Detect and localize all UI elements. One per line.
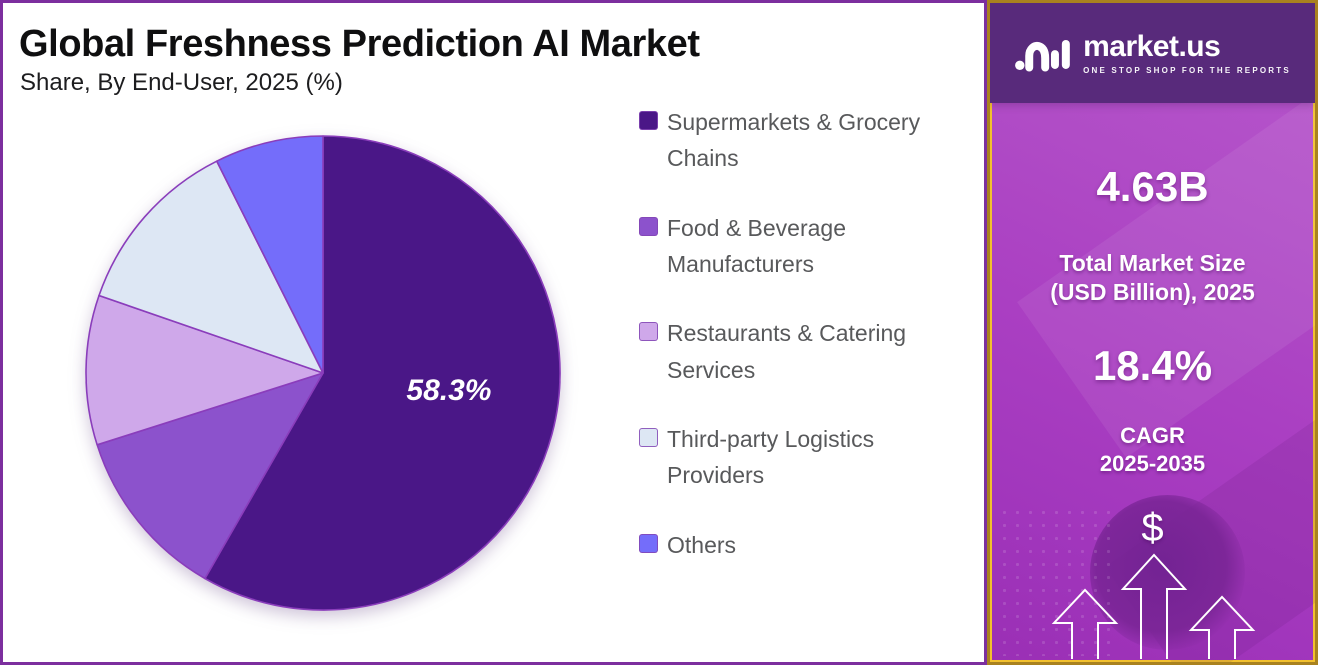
legend-swatch-others — [639, 533, 658, 553]
pie-chart: 58.3% — [85, 135, 561, 611]
legend-swatch-food-beverage — [639, 216, 658, 236]
marketus-logo-icon — [1015, 39, 1070, 72]
legend-item-restaurants: Restaurants & Catering Services — [639, 315, 971, 388]
legend-swatch-logistics — [639, 427, 658, 447]
legend-label: Others — [667, 531, 737, 558]
legend-swatch-restaurants — [639, 322, 658, 342]
brand-header: market.us ONE STOP SHOP FOR THE REPORTS — [990, 3, 1315, 103]
cagr-value: 18.4% — [1092, 341, 1213, 389]
market-size-value: 4.63B — [1096, 163, 1209, 210]
legend-item-food-beverage: Food & Beverage Manufacturers — [639, 210, 971, 283]
up-arrow-icon — [1120, 553, 1188, 659]
cagr-label-line2: 2025-2035 — [1099, 451, 1206, 477]
legend-item-logistics: Third-party Logistics Providers — [639, 421, 971, 494]
market-size-label-line1: Total Market Size — [1059, 250, 1246, 276]
cagr-label: CAGR 2025-2035 — [990, 422, 1315, 478]
pie-slice — [96, 372, 324, 580]
pie-slice — [215, 135, 324, 374]
brand-lockup: market.us ONE STOP SHOP FOR THE REPORTS — [1083, 29, 1291, 75]
pie-slice — [98, 160, 324, 374]
page-title: Global Freshness Prediction AI Market — [19, 23, 700, 65]
dollar-icon: $ — [1141, 506, 1164, 550]
chart-panel: Global Freshness Prediction AI Market Sh… — [0, 0, 987, 665]
legend-label: Food & Beverage Manufacturers — [667, 214, 847, 277]
legend-label: Supermarkets & Grocery Chains — [667, 109, 921, 172]
legend-label: Third-party Logistics Providers — [667, 425, 875, 489]
market-stats: 4.63B Total Market Size (USD Billion), 2… — [990, 163, 1315, 478]
legend-item-supermarkets: Supermarkets & Grocery Chains — [639, 104, 971, 177]
growth-arrows-icon — [1051, 553, 1256, 659]
brand-tagline: ONE STOP SHOP FOR THE REPORTS — [1083, 65, 1291, 75]
pie-slice — [204, 135, 561, 611]
brand-name: market.us — [1083, 29, 1221, 63]
pie-slice-label: 58.3% — [406, 374, 491, 407]
legend-item-others: Others — [639, 527, 971, 563]
up-arrow-icon — [1051, 588, 1119, 659]
legend-label: Restaurants & Catering Services — [667, 320, 907, 383]
page-subtitle: Share, By End-User, 2025 (%) — [20, 69, 343, 96]
market-size-label-line2: (USD Billion), 2025 — [1050, 279, 1255, 306]
legend: Supermarkets & Grocery Chains Food & Bev… — [639, 104, 971, 596]
up-arrow-icon — [1188, 595, 1256, 659]
market-size-label: Total Market Size (USD Billion), 2025 — [990, 249, 1315, 308]
brand-sidebar: market.us ONE STOP SHOP FOR THE REPORTS … — [987, 0, 1318, 665]
pie-slice — [85, 294, 324, 446]
legend-swatch-supermarkets — [639, 111, 658, 130]
cagr-label-line1: CAGR — [1120, 422, 1185, 448]
